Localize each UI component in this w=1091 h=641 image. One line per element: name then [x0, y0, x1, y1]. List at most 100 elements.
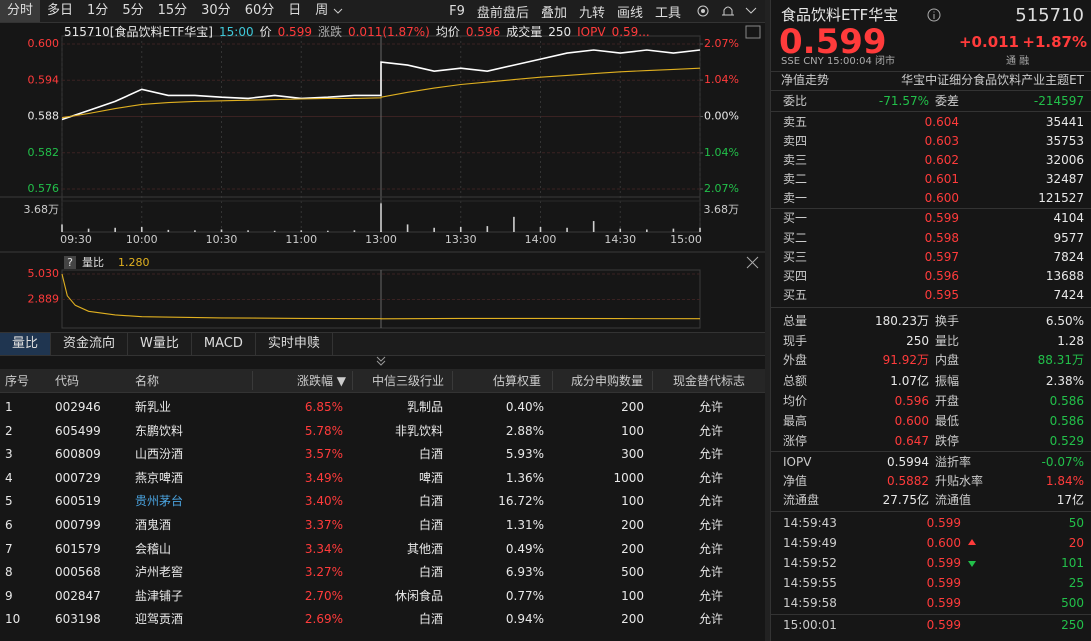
table-cell: 100 — [621, 588, 644, 603]
table-header[interactable]: 序号 代码 名称 涨跌幅 ▼ 中信三级行业 估算权重 成分申购数量 现金替代标志 — [0, 369, 765, 393]
book-label: 买二 — [783, 231, 808, 245]
table-cell: 酒鬼酒 — [135, 518, 172, 532]
expand-icon[interactable] — [375, 355, 387, 367]
table-cell: 白酒 — [418, 447, 443, 462]
period-tab[interactable]: 周 — [315, 3, 329, 18]
separator — [771, 71, 1091, 72]
y2-tick-label: 0.00% — [704, 110, 739, 123]
indicator-value: 1.280 — [118, 256, 150, 269]
table-cell: 200 — [621, 400, 644, 414]
table-cell: 1000 — [613, 470, 644, 485]
y-tick-label: 0.582 — [28, 146, 60, 159]
header-change: 0.011(1.87%) — [347, 25, 430, 39]
period-tab[interactable]: 多日 — [47, 3, 74, 18]
stat-label: 净值 — [783, 474, 808, 488]
trade-price: 0.600 — [926, 536, 961, 550]
period-tab[interactable]: 15分 — [157, 3, 188, 18]
book-volume: 121527 — [1038, 191, 1084, 205]
y-tick-label: 0.600 — [28, 37, 60, 50]
indicator-name: 量比 — [82, 256, 104, 269]
stat-label: 外盘 — [783, 353, 808, 367]
x-tick-label: 13:00 — [365, 233, 397, 246]
volume-bar — [353, 230, 356, 232]
table-cell: 其他酒 — [406, 541, 443, 556]
tab[interactable]: W量比 — [128, 333, 192, 355]
table-cell: 休闲食品 — [394, 588, 443, 603]
header-volume-label: 成交量 — [506, 25, 543, 39]
table-cell: 0.40% — [505, 400, 544, 414]
table-cell: 100 — [621, 423, 644, 438]
table-cell: 600519 — [55, 494, 101, 509]
period-tab[interactable]: 1分 — [87, 3, 109, 18]
stat-label: 委差 — [935, 94, 960, 108]
stat-label: 流通盘 — [783, 493, 820, 507]
stat-label: 量比 — [935, 334, 960, 348]
table-cell: 允许 — [698, 494, 723, 509]
quote-panel: 食品饮料ETF华宝 515710 0.599 +0.011 +1.87% SSE CNY … — [770, 0, 1091, 641]
table-cell: 允许 — [698, 470, 723, 485]
volume-bar — [486, 226, 489, 232]
period-tabs: 分时 多日 1分 5分 15分 30分 60分日周 — [0, 0, 765, 22]
header-iopv-label: IOPV — [577, 25, 606, 39]
period-tab[interactable]: 60分 — [244, 3, 275, 18]
trade-volume: 500 — [1061, 596, 1084, 610]
table-cell: 16.72% — [498, 494, 544, 509]
table-cell: 会稽山 — [135, 541, 172, 556]
stat-label: 流通值 — [935, 493, 972, 507]
column-separator — [552, 371, 553, 390]
trade-price: 0.599 — [926, 516, 961, 530]
table-cell: 贵州茅台 — [135, 494, 184, 509]
header-avg: 0.596 — [465, 25, 501, 39]
book-price: 0.595 — [924, 288, 959, 302]
header-price: 0.599 — [277, 25, 312, 39]
column-separator — [252, 371, 253, 390]
series-line — [61, 67, 701, 119]
dropdown-icon[interactable] — [333, 6, 343, 16]
stat-value: 0.586 — [1049, 414, 1084, 428]
tool-button[interactable]: 叠加 — [540, 5, 567, 21]
stat-label: 现手 — [783, 334, 808, 348]
tool-button[interactable]: 盘前盘后 — [476, 5, 529, 21]
volume-bar — [87, 228, 90, 232]
period-tab[interactable]: 日 — [288, 3, 302, 18]
stat-label: 总额 — [783, 374, 808, 388]
column-header: 中信三级行业 — [371, 374, 444, 388]
tab[interactable]: 资金流向 — [51, 333, 129, 355]
period-tab[interactable]: 分时 — [0, 0, 41, 22]
table-cell: 6 — [5, 518, 13, 532]
tab[interactable]: MACD — [192, 333, 256, 355]
divider[interactable] — [765, 0, 770, 641]
stat-label: 振幅 — [935, 374, 960, 388]
volume-bar — [300, 230, 303, 232]
table-cell: 乳制品 — [406, 400, 443, 414]
tool-button[interactable]: F9 — [449, 3, 465, 19]
period-tab[interactable]: 5分 — [122, 3, 144, 18]
stat-value: 0.529 — [1049, 434, 1084, 448]
book-label: 买四 — [783, 269, 808, 283]
volume-bar — [672, 228, 675, 232]
tool-button[interactable]: 九转 — [578, 5, 605, 21]
chart-header: 515710[食品饮料ETF华宝] 15:00 价 0.599 涨跌 0.011(1.87… — [64, 24, 650, 40]
table-cell: 白酒 — [418, 518, 443, 532]
column-separator — [452, 371, 453, 390]
tool-button[interactable]: 画线 — [616, 5, 643, 21]
book-volume: 35441 — [1045, 115, 1084, 129]
tool-button[interactable]: 工具 — [654, 5, 681, 21]
toolbar-icons[interactable] — [694, 3, 764, 19]
stat-value: 1.28 — [1057, 334, 1084, 348]
table-cell: 2.88% — [505, 423, 544, 438]
table-cell: 白酒 — [418, 565, 443, 580]
tab[interactable]: 量比 — [0, 333, 52, 355]
tab[interactable]: 实时申赎 — [256, 333, 333, 355]
column-header: 涨跌幅 ▼ — [296, 374, 346, 388]
volume-bar — [194, 230, 196, 232]
period-tab[interactable]: 30分 — [201, 3, 231, 18]
book-volume: 35753 — [1045, 134, 1084, 148]
trade-price: 0.599 — [926, 596, 961, 610]
book-price: 0.604 — [924, 115, 959, 129]
info-icon[interactable] — [927, 8, 941, 22]
trade-volume: 250 — [1061, 618, 1084, 632]
table-cell: 允许 — [698, 447, 723, 462]
column-header: 代码 — [55, 374, 80, 388]
